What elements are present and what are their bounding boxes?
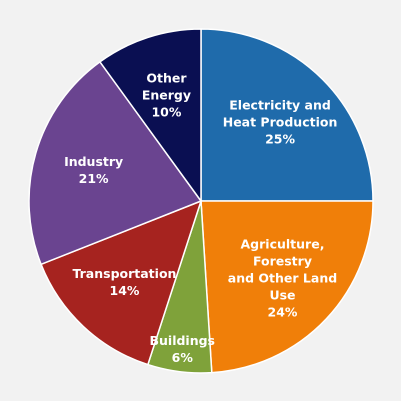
value-label: 6%	[171, 350, 193, 366]
slice-label: Industry 21%	[64, 153, 123, 187]
category-label: Other Energy	[141, 70, 192, 103]
slice-label: Electricity and Heat Production 25%	[223, 96, 338, 147]
value-label: 10%	[151, 104, 182, 120]
value-label: 14%	[109, 283, 140, 299]
slice-label: Transportation 14%	[72, 265, 176, 299]
pie-slice	[200, 200, 374, 374]
category-label: Industry	[64, 153, 124, 169]
slice-label: Agriculture, Forestry and Other Land Use…	[223, 235, 342, 320]
slice-label: Buildings 6%	[149, 332, 215, 366]
value-label: 24%	[267, 304, 298, 320]
category-label: Agriculture, Forestry and Other Land Use	[227, 236, 338, 303]
category-label: Electricity and Heat Production	[222, 97, 338, 130]
pie-slice	[28, 60, 203, 266]
category-label: Transportation	[72, 266, 177, 282]
pie-slice	[98, 28, 202, 204]
value-label: 21%	[78, 170, 109, 186]
value-label: 25%	[265, 131, 295, 147]
category-label: Buildings	[149, 333, 215, 349]
pie-slice	[40, 199, 203, 366]
slice-label: Other Energy 10%	[142, 69, 191, 120]
pie-slice	[200, 28, 374, 202]
